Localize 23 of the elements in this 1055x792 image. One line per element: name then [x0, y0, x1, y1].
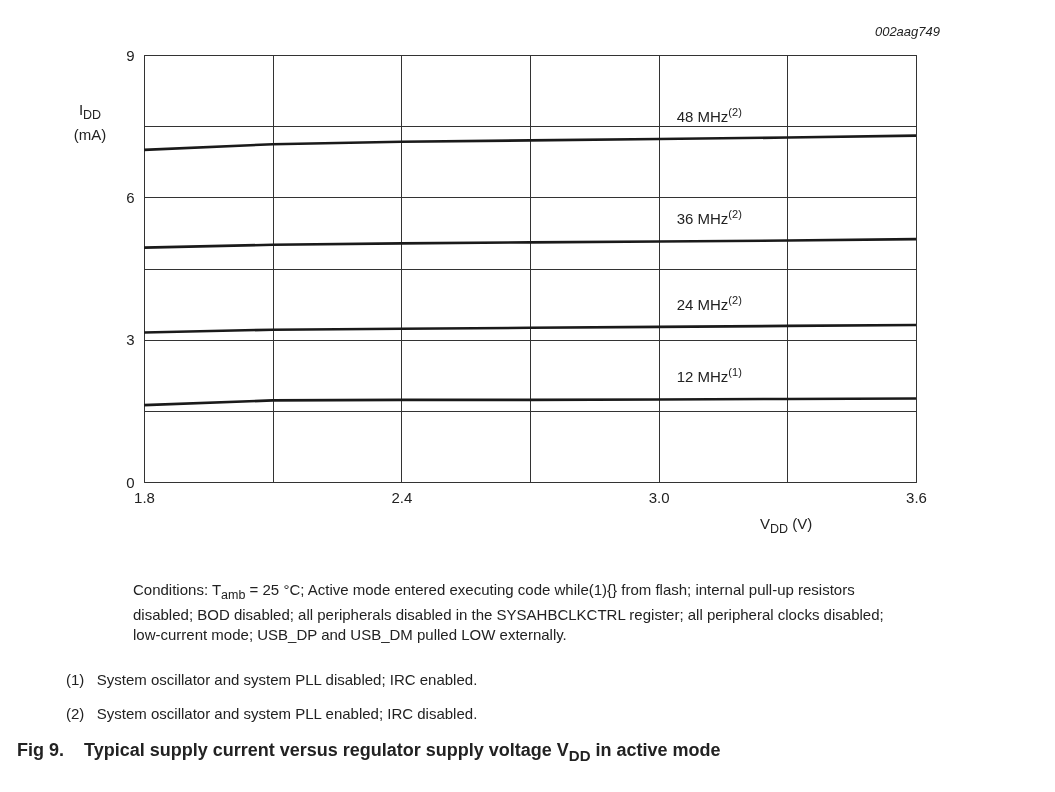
- text: (2) System oscillator and system PLL enabled; IRC disabled.: [66, 705, 478, 722]
- text: Conditions: T$_{amb}$ = 25 °C; Active mode entered executing code while(1){} from flash; internal pull-up resistors disabled; BOD disabled; all peripherals disabled in the SYSAHBCLKCTRL register; all peripheral clocks disabled; low-current mode; USB_DP and USB_DM pulled LOW externally.: [133, 580, 885, 645]
- x-tick-label: 3.6: [906, 488, 927, 506]
- line-series: [142, 397, 918, 407]
- line-series: [142, 237, 918, 249]
- y-tick-label: 3: [126, 331, 135, 349]
- y-tick-label: 0: [126, 473, 135, 491]
- x-tick-label: 3.0: [648, 488, 670, 506]
- line-series: [142, 323, 918, 334]
- text: 002aag749: [873, 24, 940, 39]
- series-label: 48 MHz$^{(2)}$: [676, 105, 742, 125]
- series-label: 24 MHz$^{(2)}$: [676, 293, 742, 313]
- series-label: 36 MHz$^{(2)}$: [676, 208, 742, 228]
- y-tick-label: 6: [126, 188, 135, 206]
- x-tick-label: 1.8: [134, 488, 155, 506]
- line-series: [142, 134, 918, 152]
- text: (1) System oscillator and system PLL disabled; IRC enabled.: [66, 671, 478, 688]
- x-tick-label: 2.4: [391, 488, 413, 506]
- y-tick-label: 9: [126, 46, 135, 64]
- text: Fig 9. Typical supply current versus regulator supply voltage V$_{DD}$ in active mode: [17, 740, 721, 764]
- series-label: 12 MHz$^{(1)}$: [676, 366, 742, 386]
- x-axis-title: V$_{DD}$ (V): [760, 515, 813, 536]
- y-axis-title: I$_{DD}$ (mA): [72, 100, 108, 144]
